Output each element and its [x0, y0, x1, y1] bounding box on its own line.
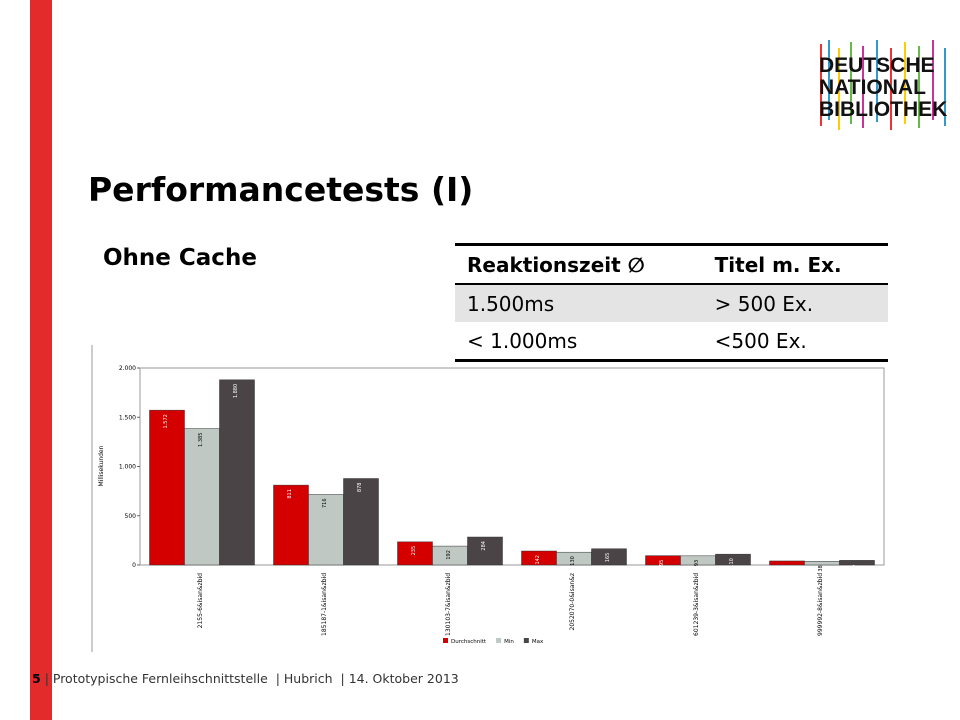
- y-tick-label: 1.000: [119, 464, 136, 471]
- logo: DEUTSCHE NATIONAL BIBLIOTHEK: [819, 40, 947, 130]
- legend-label: Durchschnitt: [451, 639, 487, 645]
- subtitle: Ohne Cache: [103, 245, 257, 271]
- value-label: 716: [322, 498, 328, 508]
- value-label: 130: [570, 556, 576, 566]
- table-header: Reaktionszeit ∅: [467, 252, 645, 277]
- legend-label: Min: [504, 639, 514, 645]
- table-cell: > 500 Ex.: [714, 291, 814, 316]
- legend-swatch: [496, 638, 502, 643]
- table-cell: < 1.000ms: [467, 328, 578, 353]
- value-label: 142: [535, 555, 541, 565]
- y-axis-label: Millisekunden: [98, 445, 105, 486]
- x-tick-label: 130103-7&isan&zbid: [445, 573, 452, 636]
- value-label: 93: [694, 560, 700, 566]
- bar: [467, 536, 503, 566]
- bar: [591, 548, 627, 566]
- value-label: 95: [659, 560, 665, 566]
- y-tick-label: 1.500: [119, 414, 136, 421]
- value-label: 811: [287, 489, 293, 499]
- value-label: 41: [783, 565, 789, 571]
- page-number: 5: [32, 671, 41, 686]
- bar: [804, 561, 840, 566]
- bar: [343, 478, 379, 566]
- value-label: 1.880: [233, 384, 239, 398]
- y-tick-label: 0: [132, 562, 136, 569]
- value-label: 47: [853, 564, 859, 570]
- table-cell: 1.500ms: [467, 291, 555, 316]
- value-label: 165: [605, 553, 611, 563]
- side-bar: [30, 0, 52, 720]
- bar: [839, 560, 875, 566]
- value-label: 1.385: [198, 433, 204, 447]
- value-label: 110: [729, 558, 735, 568]
- x-tick-label: 185187-1&isan&zbid: [321, 573, 328, 636]
- y-tick-label: 500: [125, 513, 137, 520]
- x-tick-label: 2155-6&isan&zbid: [197, 573, 204, 629]
- footer: 5 | Prototypische Fernleihschnittstelle …: [32, 671, 459, 686]
- table: Reaktionszeit ∅ Titel m. Ex. 1.500ms > 5…: [455, 243, 888, 362]
- legend-swatch: [523, 638, 529, 643]
- y-tick-label: 2.000: [119, 365, 136, 372]
- value-label: 878: [357, 483, 363, 493]
- value-label: 235: [411, 546, 417, 556]
- value-label: 1.572: [163, 414, 169, 428]
- x-tick-label: 2052070-0&isan&z: [569, 573, 576, 630]
- bar: [149, 409, 185, 566]
- bar: [219, 379, 255, 566]
- logo-text: BIBLIOTHEK: [819, 98, 947, 121]
- value-label: 38: [818, 565, 824, 571]
- bar: [273, 484, 309, 566]
- legend-label: Max: [532, 639, 544, 645]
- bar: [769, 560, 805, 566]
- logo-text: DEUTSCHE: [819, 54, 935, 77]
- table-cell: <500 Ex.: [714, 328, 807, 353]
- table-header: Titel m. Ex.: [714, 252, 842, 277]
- slide-title: Performancetests (I): [88, 170, 474, 209]
- value-label: 284: [481, 541, 487, 551]
- bar: [715, 553, 751, 566]
- plot-area: [139, 367, 885, 566]
- legend-swatch: [443, 638, 448, 643]
- bar: [184, 428, 220, 566]
- bar: [308, 494, 344, 566]
- x-tick-label: 999992-8&isan&zbid: [817, 573, 824, 636]
- x-tick-label: 601239-3&isan&zbid: [693, 573, 700, 636]
- footer-text: | Prototypische Fernleihschnittstelle | …: [44, 671, 459, 686]
- logo-text: NATIONAL: [819, 76, 926, 99]
- value-label: 192: [446, 550, 452, 560]
- chart: Millisekunden 0 500 1.000 1.500 2.000 2155-6&…: [91, 345, 885, 652]
